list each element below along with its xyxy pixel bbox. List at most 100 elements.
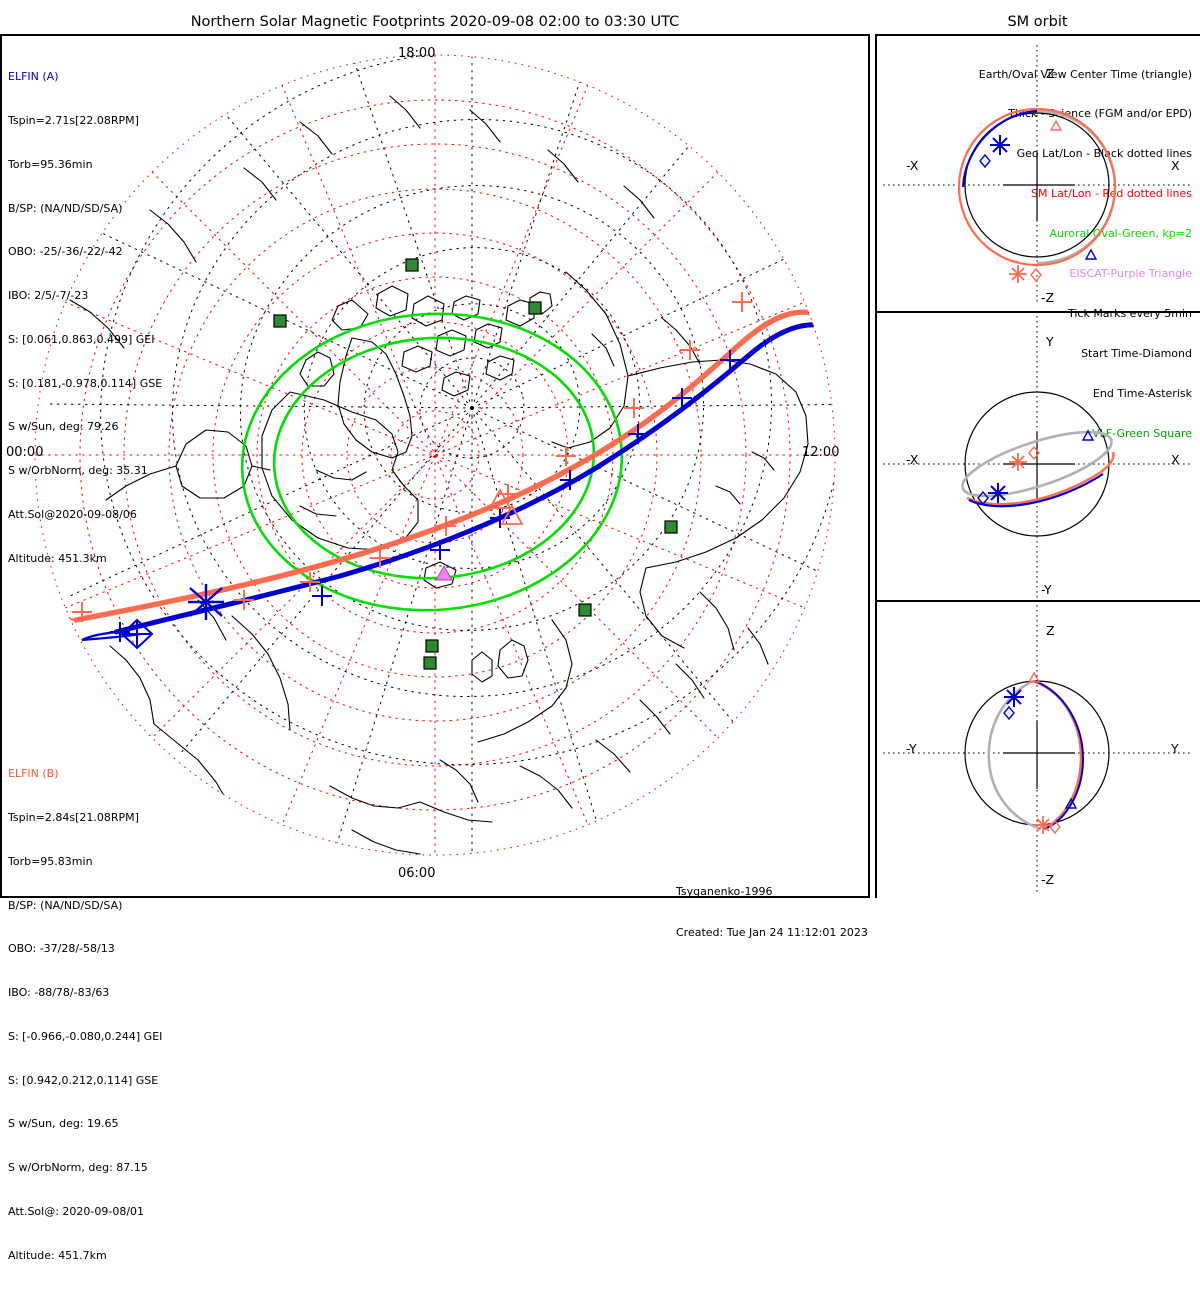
mlt-label-left: 00:00: [6, 445, 44, 460]
legend-item-sm-grid: SM Lat/Lon - Red dotted lines: [1030, 187, 1192, 201]
elfin-b-line-2: B/SP: (NA/ND/SD/SA): [8, 898, 123, 912]
legend-item-view-center: Earth/Oval View Center Time (triangle): [978, 67, 1192, 81]
sm-orbit-panel-xy: [883, 316, 1193, 598]
sm-xz-axis-left: -X: [906, 158, 919, 173]
elfin-b-tickmarks: [72, 292, 752, 622]
divider-main-top: [0, 34, 870, 36]
sm-yz-axis-bottom: -Z: [1041, 872, 1055, 887]
sm-orbit-title: SM orbit: [1007, 14, 1068, 30]
divider-sm-2: [875, 600, 1200, 602]
sm-xy-axis-left: -X: [906, 452, 919, 467]
sm-xz-axis-bottom: -Z: [1041, 290, 1055, 305]
sm-yz-axis-left: -Y: [906, 741, 917, 756]
orbit-b-xy: [966, 451, 1115, 506]
elfin-b-line-0: Tspin=2.84s[21.08RPM]: [8, 810, 139, 824]
elfin-a-line-4: IBO: 2/5/-7/-23: [8, 289, 89, 303]
elfin-b-line-10: Altitude: 451.7km: [8, 1248, 107, 1262]
elfin-b-line-6: S: [0.942,0.212,0.114] GSE: [8, 1073, 159, 1087]
elfin-a-start-diamond: [120, 618, 154, 650]
legend-item-eiscat: EISCAT-Purple Triangle: [1069, 267, 1192, 281]
orbit-b-end-asterisk-xy: [1009, 453, 1027, 471]
vlf-stations: [273, 258, 678, 670]
orbit-b-start-diamond-xz: [1030, 267, 1042, 283]
legend-item-auroral-oval: Auroral Oval-Green, kp=2: [1049, 227, 1192, 241]
vlf-square: [423, 656, 437, 670]
elfin-a-line-0: Tspin=2.71s[22.08RPM]: [8, 113, 139, 127]
orbit-a-end-asterisk-yz: [1004, 687, 1024, 707]
orbit-a-start-diamond-yz: [1003, 705, 1015, 721]
vlf-square: [405, 258, 419, 272]
orbit-a-start-diamond-xz: [979, 153, 991, 169]
orbit-shadow-yz: [987, 679, 1042, 831]
elfin-a-end-asterisk: [188, 584, 224, 620]
mlt-label-top: 18:00: [398, 46, 436, 61]
orbit-a-center-triangle-xy: [1081, 429, 1095, 441]
divider-main-right: [868, 34, 870, 898]
elfin-b-track: [73, 309, 835, 623]
elfin-a-line-10: Altitude: 451.3km: [8, 551, 107, 565]
orbit-a-end-asterisk-xy: [988, 483, 1008, 503]
sm-xz-axis-right: X: [1171, 158, 1180, 173]
orbit-b-start-diamond-xy: [1028, 445, 1040, 461]
elfin-a-track: [113, 322, 835, 635]
page-title: Northern Solar Magnetic Footprints 2020-…: [190, 14, 680, 30]
plot-canvas: Northern Solar Magnetic Footprints 2020-…: [0, 14, 1200, 1262]
legend-item-start-time: Start Time-Diamond: [1081, 346, 1192, 360]
vlf-square: [425, 639, 439, 653]
orbit-a-center-triangle-yz: [1064, 797, 1078, 809]
elfin-b-info-block: ELFIN (B) Tspin=2.84s[21.08RPM] Torb=95.…: [8, 738, 162, 1293]
elfin-a-line-5: S: [0.061,0.863,0.499] GEI: [8, 332, 155, 346]
mlt-label-bottom: 06:00: [398, 866, 436, 881]
elfin-b-name: ELFIN (B): [8, 767, 59, 781]
vlf-square: [273, 314, 287, 328]
elfin-a-line-3: OBO: -25/-36/-22/-42: [8, 245, 123, 259]
elfin-a-line-2: B/SP: (NA/ND/SD/SA): [8, 201, 123, 215]
sm-xz-axis-top: Z: [1046, 66, 1055, 81]
legend-item-geo-grid: Geo Lat/Lon - Black dotted lines: [1016, 147, 1192, 161]
eiscat-triangle: [435, 564, 453, 581]
elfin-a-line-9: Att.Sol@2020-09-08/06: [8, 508, 137, 521]
orbit-b-xz: [957, 107, 1117, 267]
created-timestamp: Created: Tue Jan 24 11:12:01 2023: [676, 925, 868, 939]
divider-main-bottom: [0, 896, 870, 898]
sm-yz-axis-top: Z: [1046, 623, 1055, 638]
divider-sm-top: [875, 34, 1200, 36]
elfin-b-line-8: S w/OrbNorm, deg: 87.15: [8, 1161, 148, 1175]
orbit-a-xz: [961, 109, 1038, 188]
elfin-b-line-5: S: [-0.966,-0.080,0.244] GEI: [8, 1029, 163, 1043]
sm-orbit-panel-xz: [883, 45, 1193, 303]
elfin-a-tickmarks: [110, 350, 740, 642]
divider-sm-1: [875, 311, 1200, 313]
map-legend: Earth/Oval View Center Time (triangle) T…: [979, 41, 1192, 467]
sm-xy-axis-bottom: -Y: [1041, 582, 1052, 597]
auroral-oval-outer: [240, 312, 624, 612]
auroral-oval-inner: [272, 336, 596, 580]
sm-yz-axis-right: Y: [1171, 741, 1179, 756]
sm-xy-axis-right: X: [1171, 452, 1180, 467]
earth-disk-xz: [964, 112, 1110, 258]
credits-block: Tsyganenko-1996 Created: Tue Jan 24 11:1…: [676, 858, 868, 967]
elfin-b-line-3: OBO: -37/28/-58/13: [8, 942, 115, 956]
elfin-a-line-1: Torb=95.36min: [8, 157, 93, 171]
sm-xy-axis-top: Y: [1046, 334, 1054, 349]
elfin-b-line-7: S w/Sun, deg: 19.65: [8, 1117, 119, 1131]
orbit-a-center-triangle-xz: [1084, 248, 1098, 260]
sm-orbit-panel-yz: [883, 605, 1193, 895]
vlf-square: [578, 603, 592, 617]
orbit-b-center-triangle-yz: [1027, 671, 1041, 683]
orbit-b-start-diamond-yz: [1049, 819, 1061, 835]
elfin-a-line-6: S: [0.181,-0.978,0.114] GSE: [8, 376, 163, 390]
elfin-a-track-thin: [81, 630, 141, 642]
elfin-a-line-8: S w/OrbNorm, deg: 35.31: [8, 464, 148, 478]
orbit-b-yz: [1032, 679, 1083, 831]
view-center-triangle-b2: [488, 488, 512, 509]
orbit-a-yz: [1034, 680, 1085, 830]
orbit-shadow-xz: [1036, 109, 1117, 265]
orbit-b-center-triangle-xz: [1049, 119, 1063, 131]
legend-item-tickmarks: Tick Marks every 5min: [1067, 306, 1192, 320]
legend-item-end-time: End Time-Asterisk: [1092, 386, 1192, 400]
elfin-a-line-7: S w/Sun, deg: 79.26: [8, 420, 119, 434]
elfin-b-track-thin: [43, 607, 77, 622]
orbit-a-end-asterisk-xz: [990, 135, 1010, 155]
vlf-square: [664, 520, 678, 534]
